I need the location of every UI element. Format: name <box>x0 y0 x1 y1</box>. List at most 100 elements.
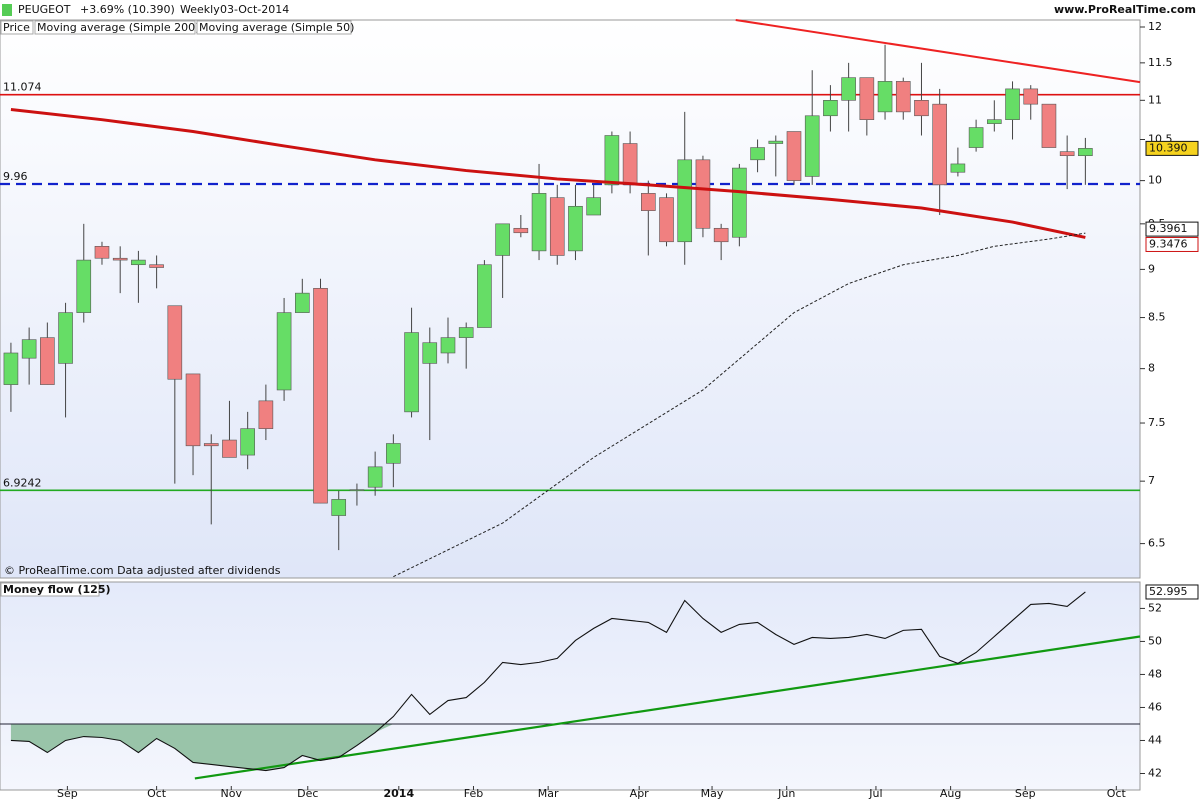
candle-body <box>131 259 146 266</box>
candle-body <box>313 288 328 504</box>
candle-body <box>786 131 802 181</box>
candle-body <box>713 227 729 243</box>
y-tick-label: 9 <box>1148 262 1155 275</box>
y-tick-label: 7.5 <box>1148 416 1166 429</box>
candle-body <box>877 81 893 113</box>
y-tick-label: 6.5 <box>1148 537 1166 550</box>
candle-body <box>604 135 620 186</box>
y-tick-label: 48 <box>1148 667 1162 680</box>
candle-body <box>750 147 765 161</box>
x-tick-label: 2014 <box>384 787 415 800</box>
legend-box <box>0 20 34 35</box>
x-tick-label: Feb <box>464 787 483 800</box>
y-tick-label: 8 <box>1148 362 1155 375</box>
candle-body <box>659 197 674 243</box>
y-tick-label: 11.5 <box>1148 56 1173 69</box>
flow-panel <box>0 581 1141 791</box>
footnote: © ProRealTime.com Data adjusted after di… <box>4 564 281 577</box>
candle-body <box>677 159 693 243</box>
candle-body <box>987 119 1002 124</box>
candle-body <box>276 312 292 391</box>
x-tick-label: Jun <box>777 787 795 800</box>
change: +3.69% (10.390) <box>80 3 175 16</box>
candle-body <box>76 259 92 313</box>
y-tick-label: 42 <box>1148 766 1162 779</box>
candle-body <box>586 197 601 216</box>
money-flow-line <box>10 591 1086 772</box>
y-tick-label: 7 <box>1148 474 1155 487</box>
legend-entry: Moving average (Simple 50) <box>199 21 354 34</box>
candle-body <box>1005 88 1020 120</box>
candle-body <box>422 342 438 364</box>
y-tick-label: 44 <box>1148 733 1162 746</box>
candle-body <box>331 499 347 516</box>
period: Weekly <box>180 3 220 16</box>
candle-body <box>440 337 456 354</box>
x-tick-label: Apr <box>630 787 650 800</box>
y-tick-label: 46 <box>1148 700 1162 713</box>
date: 03-Oct-2014 <box>220 3 289 16</box>
x-tick-label: Aug <box>940 787 961 800</box>
moving-average <box>10 108 1086 239</box>
y-tick-label: 12 <box>1148 20 1162 33</box>
level-label: 9.96 <box>3 170 28 183</box>
candle-body <box>531 193 547 252</box>
x-tick-label: Nov <box>221 787 243 800</box>
candle-body <box>258 400 274 429</box>
candle-body <box>367 466 383 488</box>
level-label: 11.074 <box>3 81 42 94</box>
x-tick-label: Sep <box>57 787 78 800</box>
candle-body <box>167 305 183 380</box>
y-tick-label: 50 <box>1148 634 1162 647</box>
legend-box <box>196 20 352 35</box>
x-tick-label: Mar <box>538 787 559 800</box>
candle-body <box>240 428 255 456</box>
candle-body <box>823 100 838 117</box>
candle-body <box>768 140 784 144</box>
candle-body <box>458 327 474 338</box>
site: www.ProRealTime.com <box>1054 3 1196 16</box>
x-tick-label: Oct <box>147 787 167 800</box>
candle-body <box>914 100 929 117</box>
candle-body <box>732 167 747 238</box>
legend-entry: Moving average (Simple 200) <box>37 21 199 34</box>
candle-body <box>841 77 856 101</box>
last-price-label-box <box>1145 140 1199 156</box>
candle-body <box>695 159 711 229</box>
x-tick-label: Sep <box>1015 787 1036 800</box>
y-tick-label: 8.5 <box>1148 311 1166 324</box>
ma-value-label-box <box>1145 236 1199 252</box>
trendline <box>735 19 1141 84</box>
candle-body <box>950 163 966 173</box>
flow-value-label-box <box>1145 584 1199 600</box>
candle-body <box>40 337 55 385</box>
candle-body <box>149 264 164 268</box>
x-tick-label: Oct <box>1107 787 1127 800</box>
candle-body <box>94 246 110 259</box>
ma-value-label: 9.3476 <box>1149 237 1188 250</box>
legend-box <box>34 20 196 35</box>
candle-body <box>895 81 911 113</box>
candle-body <box>21 339 37 359</box>
candle-body <box>185 373 201 447</box>
candle-body <box>804 115 820 177</box>
x-tick-label: Jul <box>868 787 882 800</box>
candle-body <box>295 292 310 313</box>
last-price-label: 10.390 <box>1149 141 1188 154</box>
candle-body <box>568 205 583 252</box>
candle-body <box>549 197 565 256</box>
candle-body <box>3 352 19 385</box>
candle-body <box>622 143 638 186</box>
candle-body <box>222 439 237 458</box>
x-tick-label: May <box>701 787 724 800</box>
candle-body <box>404 332 419 413</box>
candle-body <box>513 227 529 234</box>
candle-body <box>1078 148 1093 157</box>
ma-value-label: 9.3961 <box>1149 222 1188 235</box>
candle-body <box>58 312 73 364</box>
y-tick-label: 10 <box>1148 174 1162 187</box>
candle-body <box>1023 88 1039 105</box>
candle-body <box>349 489 365 491</box>
symbol: PEUGEOT <box>18 3 71 16</box>
